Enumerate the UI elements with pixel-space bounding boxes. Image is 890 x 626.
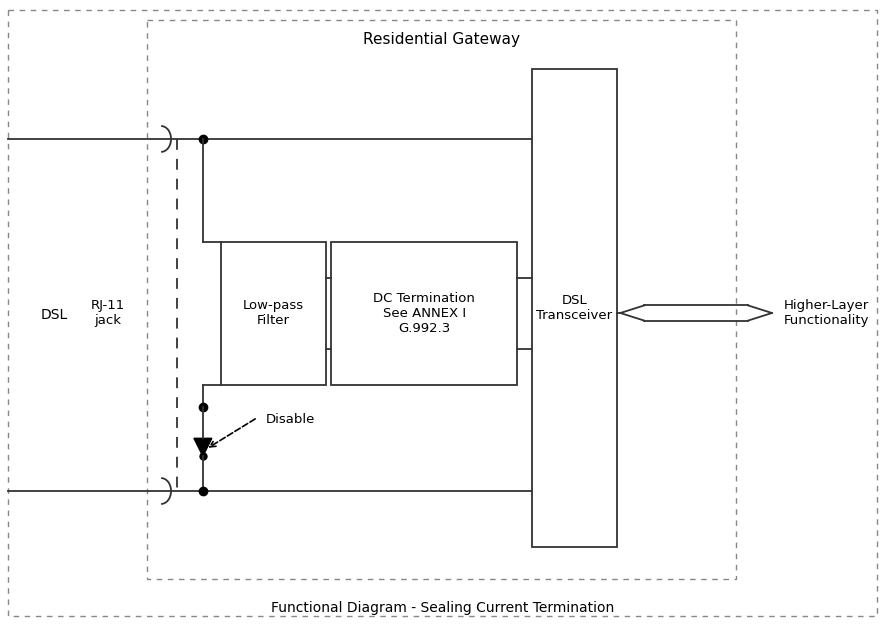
Text: Low-pass
Filter: Low-pass Filter (243, 299, 304, 327)
Text: RJ-11
jack: RJ-11 jack (90, 299, 125, 327)
Text: Residential Gateway: Residential Gateway (363, 32, 520, 47)
Text: DSL: DSL (41, 308, 69, 322)
Text: Functional Diagram - Sealing Current Termination: Functional Diagram - Sealing Current Ter… (271, 602, 614, 615)
Text: Higher-Layer
Functionality: Higher-Layer Functionality (784, 299, 870, 327)
Text: Disable: Disable (265, 413, 315, 426)
Text: DSL
Transceiver: DSL Transceiver (537, 294, 612, 322)
Polygon shape (194, 438, 212, 456)
Text: DC Termination
See ANNEX I
G.992.3: DC Termination See ANNEX I G.992.3 (373, 292, 475, 335)
